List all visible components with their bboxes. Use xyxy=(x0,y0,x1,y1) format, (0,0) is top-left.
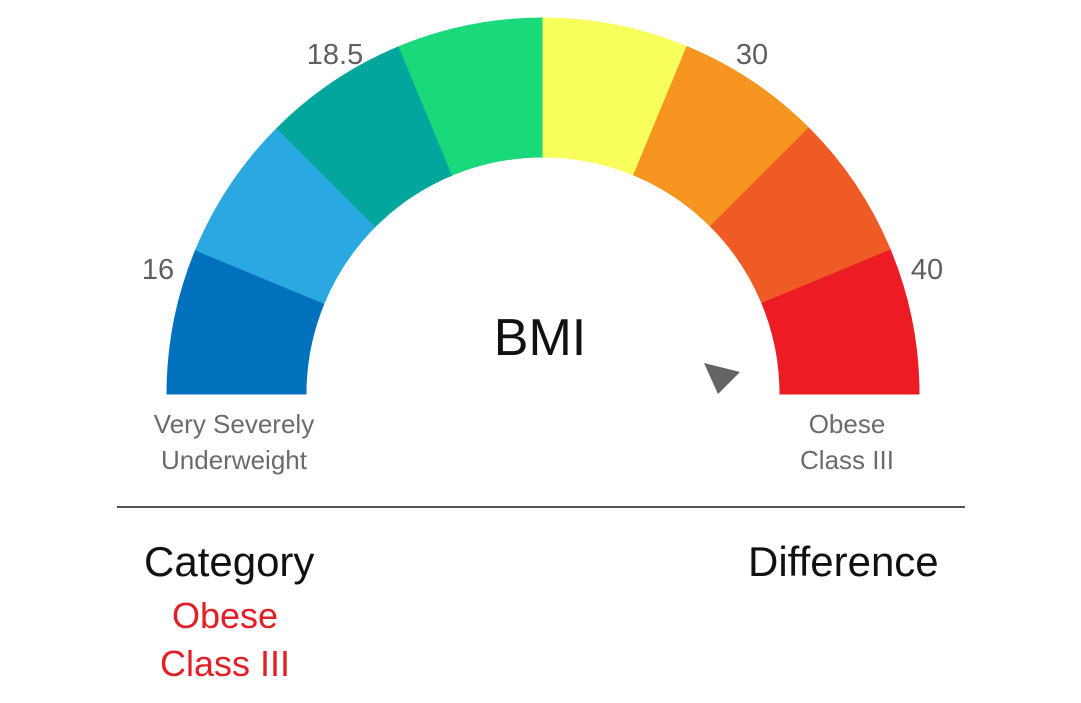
category-value: Obese Class III xyxy=(125,592,325,688)
category-value-line2: Class III xyxy=(159,643,291,684)
left-end-label-line2: Underweight xyxy=(161,445,307,475)
gauge-segments xyxy=(166,17,920,395)
right-end-label-line1: Obese xyxy=(808,409,886,439)
left-end-label: Very Severely Underweight xyxy=(134,406,334,478)
right-end-label: Obese Class III xyxy=(747,406,947,478)
left-end-label-line1: Very Severely xyxy=(153,409,315,439)
gauge-pointer xyxy=(704,363,740,394)
tick-label-18-5: 18.5 xyxy=(307,39,363,71)
gauge-segment-obese-class-3 xyxy=(761,249,920,395)
difference-heading: Difference xyxy=(748,538,939,585)
section-divider xyxy=(117,506,965,508)
tick-label-40: 40 xyxy=(911,254,943,286)
category-heading: Category xyxy=(144,538,315,585)
gauge-title: BMI xyxy=(493,309,587,367)
tick-label-30: 30 xyxy=(736,39,768,71)
right-end-label-line2: Class III xyxy=(800,445,894,475)
tick-label-16: 16 xyxy=(142,254,174,286)
category-value-line1: Obese xyxy=(171,595,279,636)
